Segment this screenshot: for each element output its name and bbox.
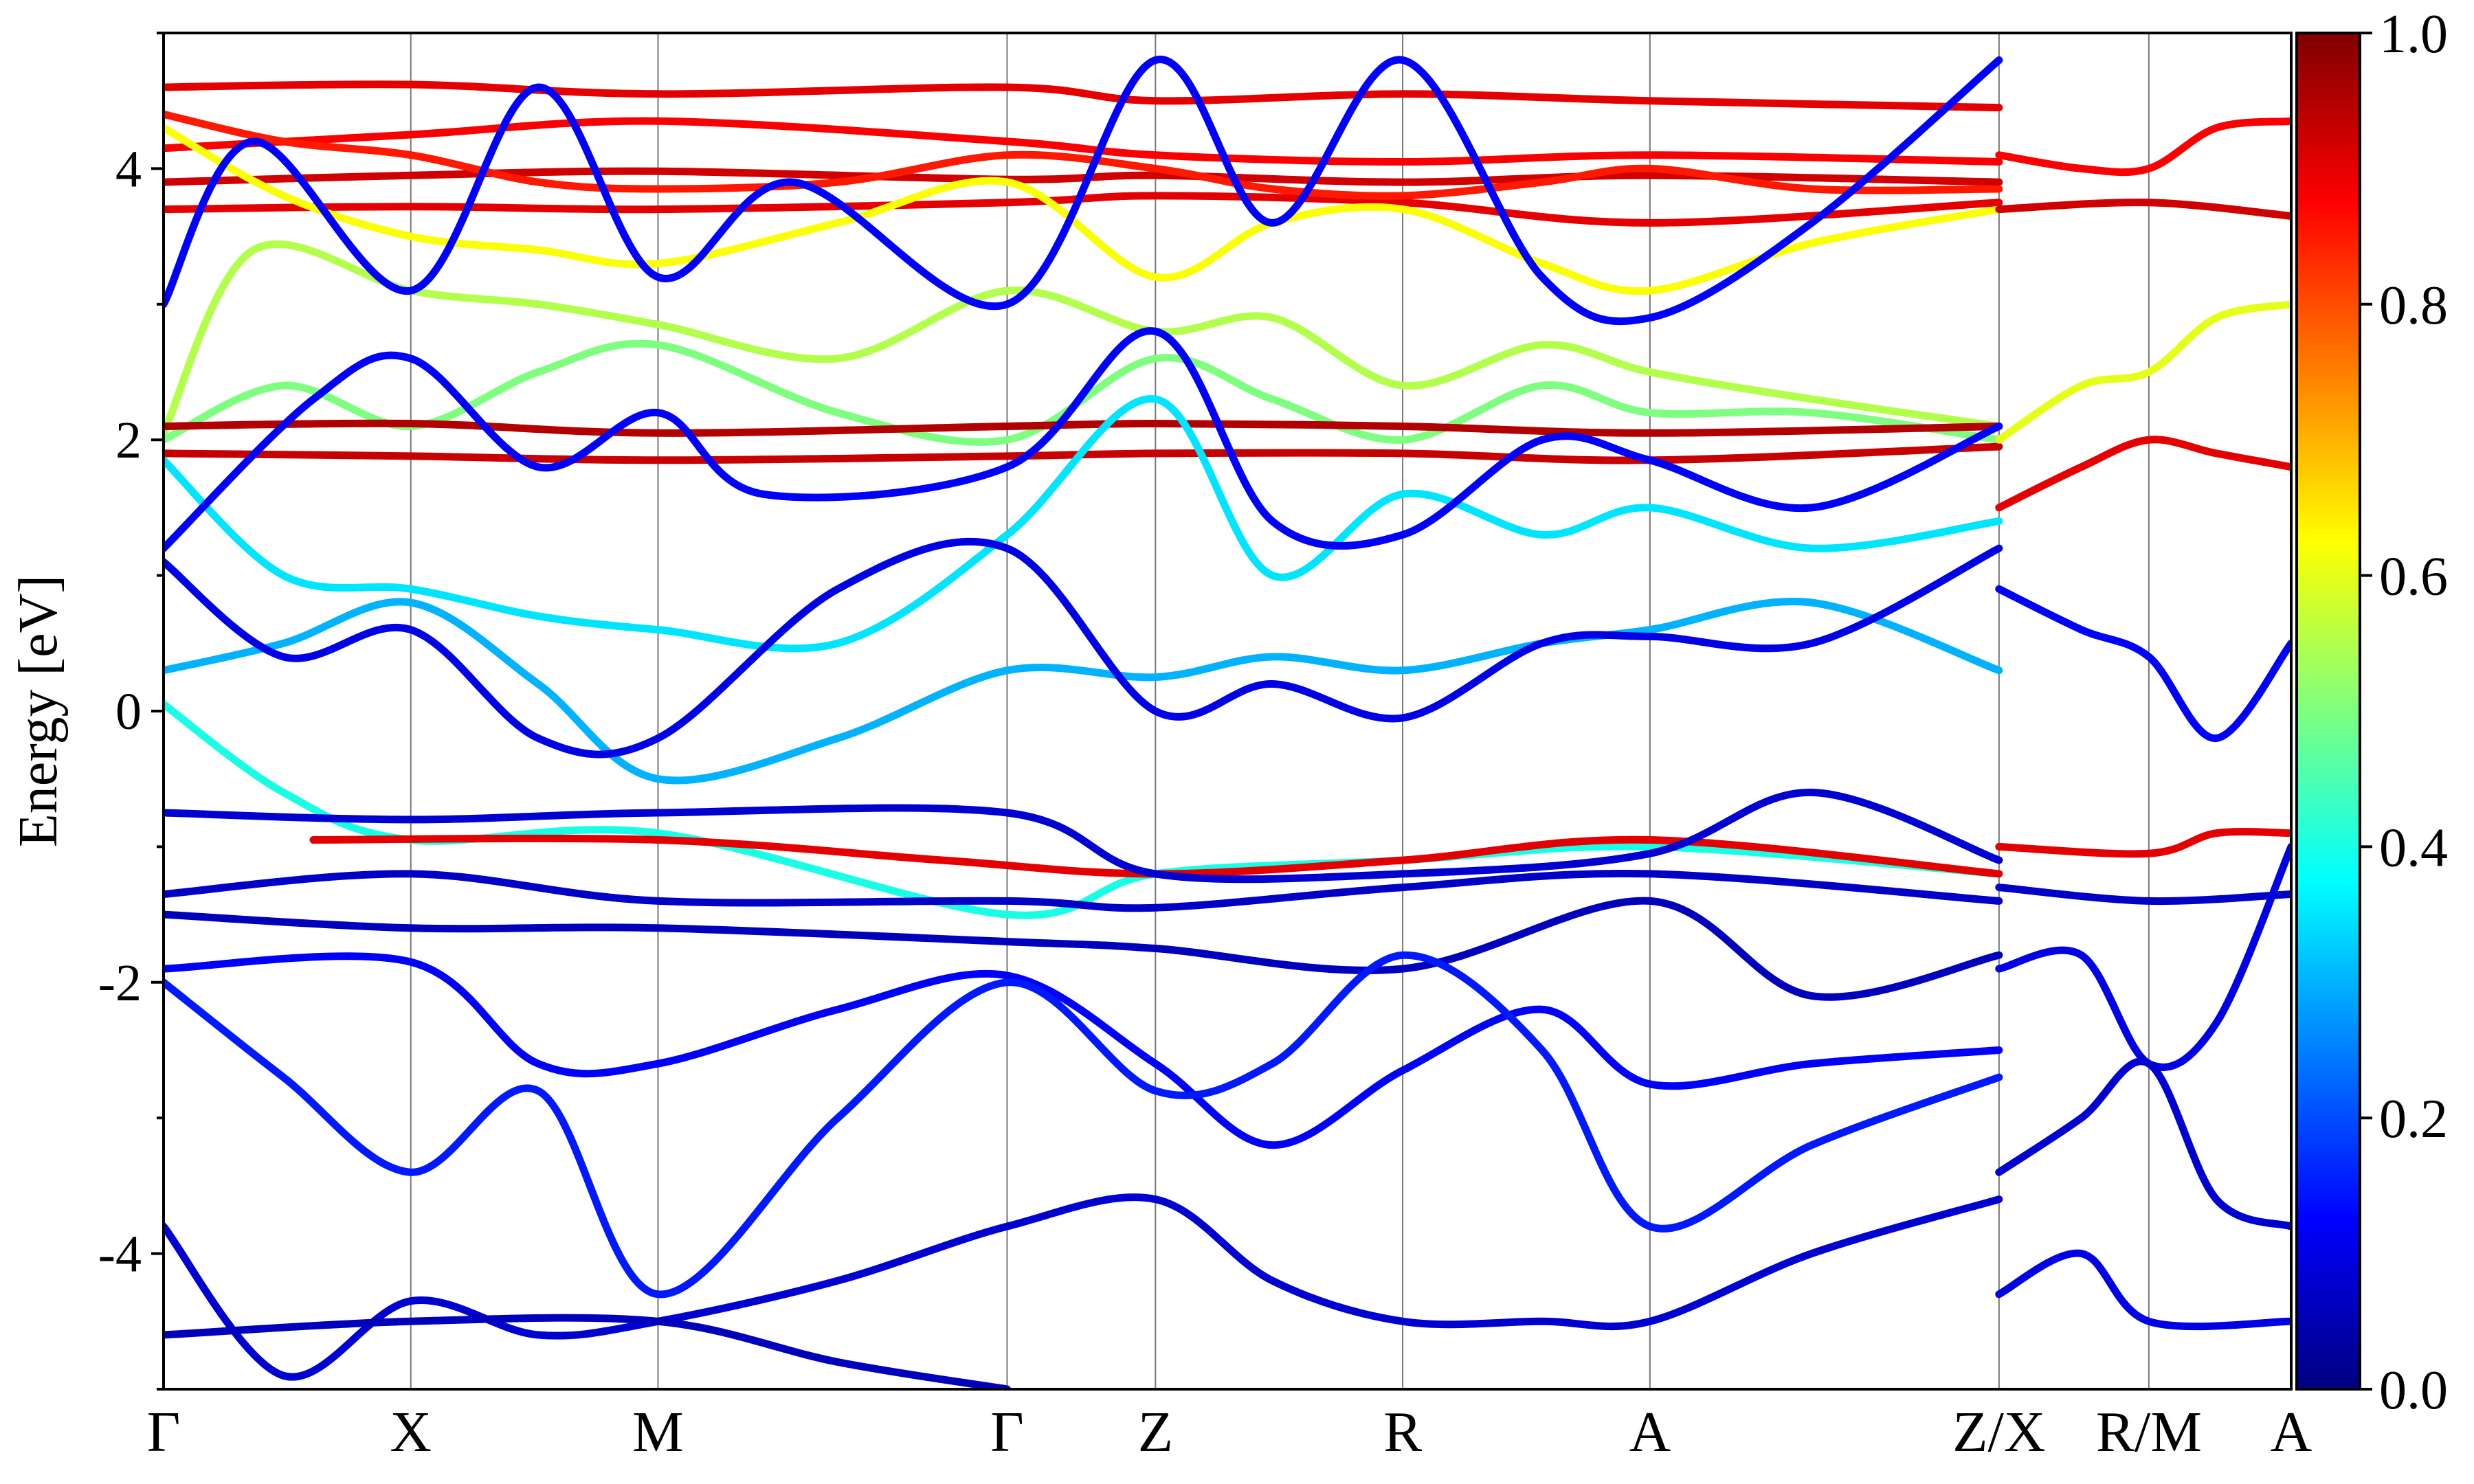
band-lines [164, 56, 2291, 1389]
colorbar-tick-label-1: 0.2 [2379, 1089, 2448, 1149]
band-17 [164, 897, 2003, 1001]
colorbar-tick-label-2: 0.4 [2379, 818, 2448, 878]
x-axis-kpoint-labels: Γ X M Γ Z R A Z/X R/M A [147, 1400, 2313, 1464]
band-20 [164, 1193, 2003, 1381]
band-4 [164, 110, 2003, 200]
kpoint-label-5: R [1383, 1400, 1422, 1464]
y-axis-title: Energy [eV] [8, 575, 69, 847]
colorbar-tick-label-3: 0.6 [2379, 547, 2448, 607]
plot-frame [162, 32, 2293, 1391]
band-28 [1995, 585, 2291, 742]
y-tick-label-2: 0 [115, 683, 142, 741]
band-11 [164, 598, 2003, 785]
band-8 [164, 419, 2003, 437]
band-30 [1995, 884, 2291, 906]
band-18 [164, 952, 2003, 1149]
band-13 [309, 834, 2003, 878]
band-16 [164, 869, 2003, 912]
kpoint-label-9: A [2271, 1400, 2313, 1464]
kpoint-label-2: M [632, 1400, 684, 1464]
band-21 [164, 1314, 1011, 1389]
kpoint-vertical-lines [163, 33, 2292, 1389]
kpoint-label-8: R/M [2096, 1400, 2202, 1464]
band-5 [164, 124, 2003, 295]
kpoint-label-0: Γ [147, 1400, 181, 1464]
band-10 [164, 395, 2003, 653]
y-tick-label-3: 2 [115, 412, 142, 469]
band-29 [1995, 827, 2291, 858]
band-15 [164, 788, 2003, 884]
colorbar-tick-label-5: 1.0 [2379, 4, 2448, 65]
band-1 [164, 117, 2003, 166]
colorbar-gradient [2295, 32, 2361, 1391]
y-tick-label-1: -2 [98, 954, 142, 1012]
kpoint-label-4: Z [1138, 1400, 1173, 1464]
kpoint-label-1: X [390, 1400, 432, 1464]
band-32 [1995, 1057, 2291, 1230]
band-25 [1995, 199, 2291, 220]
y-axis-ticks: -4 -2 0 2 4 [98, 32, 164, 1391]
band-12 [164, 700, 2003, 919]
colorbar: 0.0 0.2 0.4 0.6 0.8 1.0 [2295, 4, 2448, 1421]
kpoint-label-3: Γ [990, 1400, 1024, 1464]
band-14 [164, 537, 2003, 758]
band-26 [1995, 300, 2291, 444]
band-24 [1995, 117, 2291, 177]
y-tick-label-4: 4 [115, 140, 142, 198]
band-33 [1995, 1249, 2291, 1331]
colorbar-ticks: 0.0 0.2 0.4 0.6 0.8 1.0 [2360, 4, 2448, 1421]
kpoint-label-7: Z/X [1952, 1400, 2045, 1464]
y-tick-label-0: -4 [98, 1226, 142, 1283]
band-22 [164, 56, 2003, 326]
band-23 [164, 327, 2003, 552]
colorbar-tick-label-0: 0.0 [2379, 1360, 2448, 1421]
band-0 [164, 80, 2003, 112]
band-27 [1995, 436, 2291, 512]
colorbar-tick-label-4: 0.8 [2379, 276, 2448, 336]
band-3 [164, 192, 2003, 227]
kpoint-label-6: A [1629, 1400, 1671, 1464]
band-19 [164, 951, 2003, 1298]
band-31 [1995, 842, 2291, 1071]
